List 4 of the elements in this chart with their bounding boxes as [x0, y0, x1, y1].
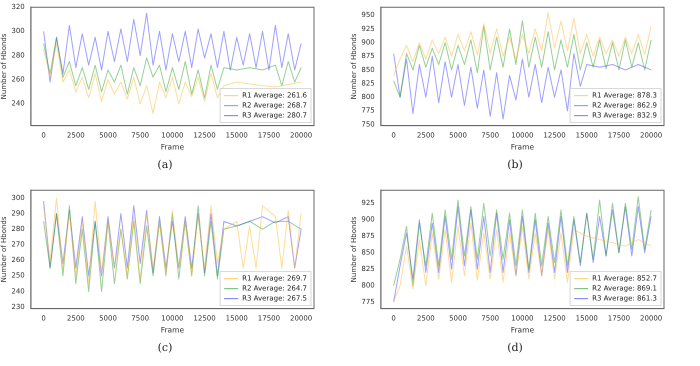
text: (c): [156, 341, 174, 354]
text: (d): [506, 341, 524, 354]
text: (a): [156, 158, 174, 171]
text: (b): [506, 158, 524, 171]
